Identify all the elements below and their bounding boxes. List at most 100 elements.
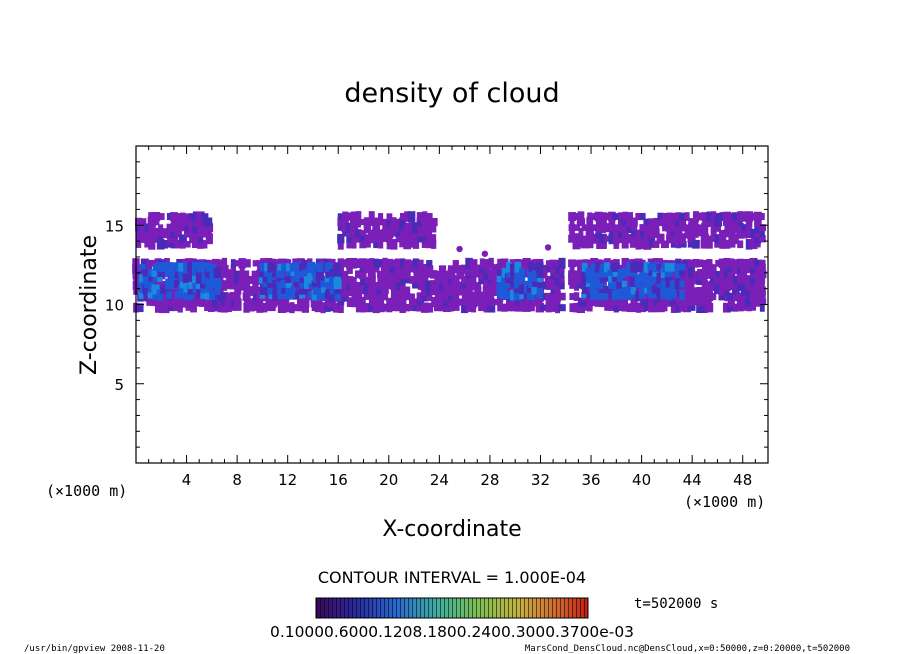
cloud-cell: [453, 282, 459, 289]
cloud-cell: [576, 218, 586, 227]
cloud-cell: [666, 297, 673, 307]
cloud-cell: [599, 259, 607, 267]
cloud-cell: [403, 264, 412, 273]
cloud-cell: [317, 280, 323, 288]
cloud-cell: [265, 297, 273, 307]
cloud-cell: [294, 261, 302, 273]
cloud-cell: [146, 259, 153, 267]
cloud-cell: [196, 211, 205, 222]
cloud-cell: [660, 240, 669, 249]
cloud-cell: [687, 276, 696, 284]
cloud-cell: [470, 280, 477, 291]
cloud-cell: [537, 274, 543, 283]
cloud-cell: [687, 304, 696, 311]
cloud-cell: [750, 228, 757, 238]
cloud-cell: [660, 286, 669, 293]
cloud-cell: [178, 234, 187, 244]
cloud-cell: [724, 229, 730, 238]
cloud-cell: [484, 297, 490, 307]
cloud-cell: [425, 265, 434, 273]
cloud-cell: [515, 298, 521, 306]
cloud-cell: [558, 257, 566, 269]
cloud-cell: [182, 273, 191, 284]
chart-title: density of cloud: [344, 78, 559, 109]
cloud-cell: [394, 270, 403, 279]
cloud-cell: [688, 287, 695, 295]
cloud-cell: [408, 223, 415, 233]
cloud-cell: [569, 265, 575, 273]
cloud-cell: [264, 268, 270, 277]
cloud-cell: [273, 298, 282, 306]
cloud-cell: [242, 276, 251, 284]
cloud-cell: [421, 269, 429, 280]
cloud-cell: [183, 218, 192, 226]
cloud-cell: [666, 218, 673, 226]
cloud-cell: [501, 303, 508, 312]
cloud-cell: [626, 285, 632, 293]
cloud-cell: [316, 290, 324, 300]
cloud-cell: [744, 297, 754, 307]
cloud-cell: [312, 273, 319, 283]
cloud-cell: [135, 223, 142, 232]
y-axis-label: Z-coordinate: [77, 235, 102, 375]
cloud-cell: [724, 291, 730, 302]
cloud-cell: [750, 286, 757, 296]
cloud-cell: [251, 298, 260, 306]
cloud-cell: [749, 212, 758, 221]
cloud-cell: [187, 274, 195, 282]
cloud-cell: [205, 233, 213, 245]
cloud-cell: [187, 289, 194, 301]
cloud-cell: [590, 268, 597, 277]
cloud-cell: [639, 262, 645, 273]
cloud-cell: [661, 217, 669, 227]
cloud-cell: [644, 222, 650, 234]
cloud-cell: [395, 218, 401, 226]
cloud-cell: [380, 229, 390, 238]
cloud-fleck: [446, 272, 453, 280]
cloud-cell: [359, 269, 367, 280]
cloud-cell: [675, 302, 681, 313]
cloud-cell: [177, 269, 187, 276]
cloud-cell: [148, 238, 156, 250]
cloud-cell: [496, 284, 504, 295]
cloud-cell: [230, 264, 237, 273]
cloud-cell: [148, 234, 156, 243]
cloud-cell: [595, 218, 602, 226]
x-axis-label: X-coordinate: [382, 517, 521, 542]
cloud-cell: [603, 285, 611, 294]
cloud-cell: [299, 284, 306, 295]
cloud-cell: [731, 263, 740, 275]
cloud-cell: [188, 222, 196, 233]
cloud-cell: [621, 280, 628, 288]
cloud-cell: [527, 273, 535, 283]
cloud-cell: [355, 302, 362, 313]
cloud-cell: [189, 297, 198, 307]
footer-left: /usr/bin/gpview 2008-11-20: [24, 644, 165, 654]
cloud-cell: [727, 292, 736, 301]
cloud-cell: [746, 304, 752, 312]
cloud-cell: [664, 262, 673, 272]
cloud-cell: [554, 298, 561, 306]
cloud-cell: [154, 302, 162, 313]
cloud-cell: [273, 284, 279, 295]
cloud-cell: [660, 267, 668, 279]
cloud-cell: [391, 274, 397, 286]
cloud-cell: [456, 286, 464, 296]
cloud-cell: [412, 282, 420, 289]
cloud-cell: [643, 238, 652, 250]
cloud-cell: [573, 275, 580, 285]
cloud-cell: [281, 262, 288, 272]
cloud-cell: [688, 229, 695, 237]
cloud-cell: [600, 222, 606, 233]
cloud-cell: [607, 304, 617, 311]
cloud-cell: [431, 234, 437, 244]
cloud-cell: [749, 275, 758, 285]
cloud-cell: [204, 268, 213, 278]
cloud-cell: [733, 222, 739, 233]
cloud-cell: [630, 291, 637, 299]
cloud-cell: [519, 291, 526, 299]
cloud-cell: [640, 298, 646, 306]
cloud-cell: [178, 291, 186, 299]
cloud-cell: [537, 279, 543, 288]
cloud-cell: [452, 260, 459, 267]
